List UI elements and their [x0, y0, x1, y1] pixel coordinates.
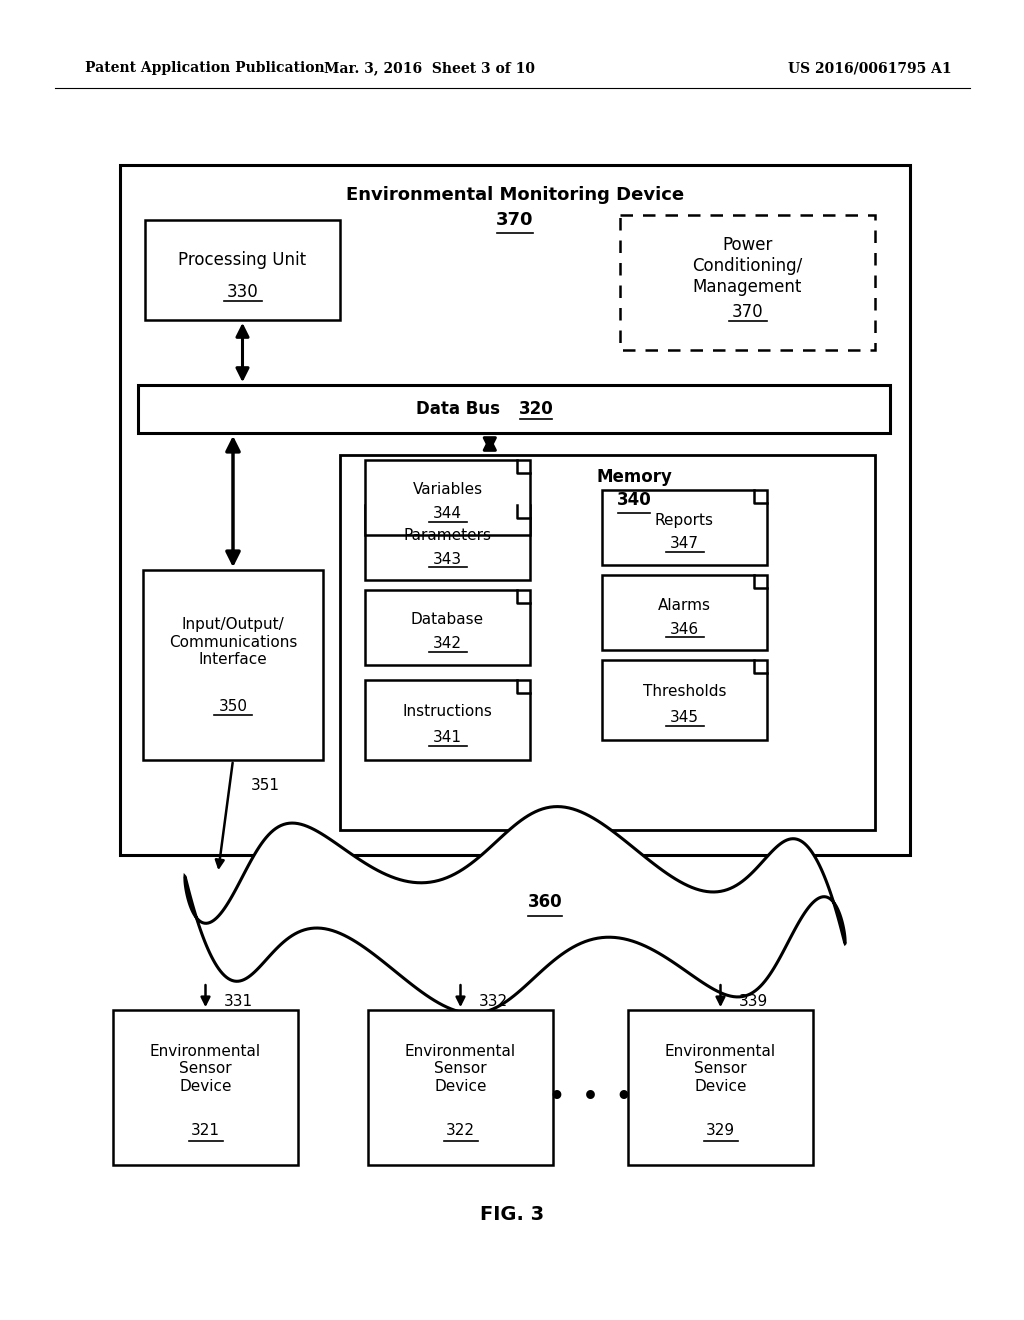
Bar — [365, 590, 530, 665]
Text: 340: 340 — [616, 491, 651, 510]
Text: Mar. 3, 2016  Sheet 3 of 10: Mar. 3, 2016 Sheet 3 of 10 — [325, 61, 536, 75]
Text: 360: 360 — [527, 894, 562, 911]
Text: Reports: Reports — [655, 512, 714, 528]
Text: 350: 350 — [218, 700, 248, 714]
Text: 322: 322 — [446, 1123, 475, 1138]
Text: •  •  •: • • • — [549, 1085, 632, 1110]
Text: Environmental Monitoring Device: Environmental Monitoring Device — [346, 186, 684, 205]
Text: Thresholds: Thresholds — [643, 685, 726, 700]
Text: Power
Conditioning/
Management: Power Conditioning/ Management — [692, 236, 803, 296]
Text: Parameters: Parameters — [403, 528, 492, 543]
Bar — [120, 165, 910, 855]
Bar — [145, 220, 340, 319]
Text: 346: 346 — [670, 622, 699, 636]
Text: 331: 331 — [223, 994, 253, 1010]
Text: 351: 351 — [251, 777, 280, 793]
Text: 345: 345 — [670, 710, 699, 725]
Bar — [113, 1010, 298, 1166]
Text: Environmental
Sensor
Device: Environmental Sensor Device — [150, 1044, 261, 1094]
Bar — [143, 570, 323, 760]
Text: Environmental
Sensor
Device: Environmental Sensor Device — [665, 1044, 776, 1094]
Text: US 2016/0061795 A1: US 2016/0061795 A1 — [788, 61, 952, 75]
Text: Processing Unit: Processing Unit — [178, 251, 306, 269]
Text: 341: 341 — [433, 730, 462, 744]
Text: 339: 339 — [738, 994, 768, 1010]
Bar — [602, 576, 767, 649]
Text: Alarms: Alarms — [658, 598, 711, 612]
Bar — [602, 660, 767, 741]
Text: Instructions: Instructions — [402, 705, 493, 719]
Text: Database: Database — [411, 612, 484, 627]
Text: 370: 370 — [497, 211, 534, 228]
Text: 342: 342 — [433, 636, 462, 652]
Text: FIG. 3: FIG. 3 — [480, 1205, 544, 1225]
Text: Variables: Variables — [413, 483, 482, 498]
Bar — [138, 385, 890, 433]
Bar — [628, 1010, 813, 1166]
Text: Patent Application Publication: Patent Application Publication — [85, 61, 325, 75]
Bar — [368, 1010, 553, 1166]
Bar — [620, 215, 874, 350]
Polygon shape — [185, 807, 845, 1014]
Text: 332: 332 — [478, 994, 508, 1010]
Text: 347: 347 — [670, 536, 699, 552]
Text: Data Bus: Data Bus — [416, 400, 506, 418]
Text: 329: 329 — [706, 1123, 735, 1138]
Text: 370: 370 — [732, 304, 763, 321]
Text: Environmental
Sensor
Device: Environmental Sensor Device — [404, 1044, 516, 1094]
Text: 321: 321 — [191, 1123, 220, 1138]
Bar — [365, 506, 530, 579]
Text: 330: 330 — [226, 282, 258, 301]
Bar — [602, 490, 767, 565]
Text: 344: 344 — [433, 507, 462, 521]
Text: Memory: Memory — [596, 469, 672, 486]
Text: 320: 320 — [518, 400, 553, 418]
Bar — [365, 459, 530, 535]
Text: Input/Output/
Communications
Interface: Input/Output/ Communications Interface — [169, 618, 297, 667]
Bar — [365, 680, 530, 760]
Bar — [340, 455, 874, 830]
Text: 343: 343 — [433, 552, 462, 566]
